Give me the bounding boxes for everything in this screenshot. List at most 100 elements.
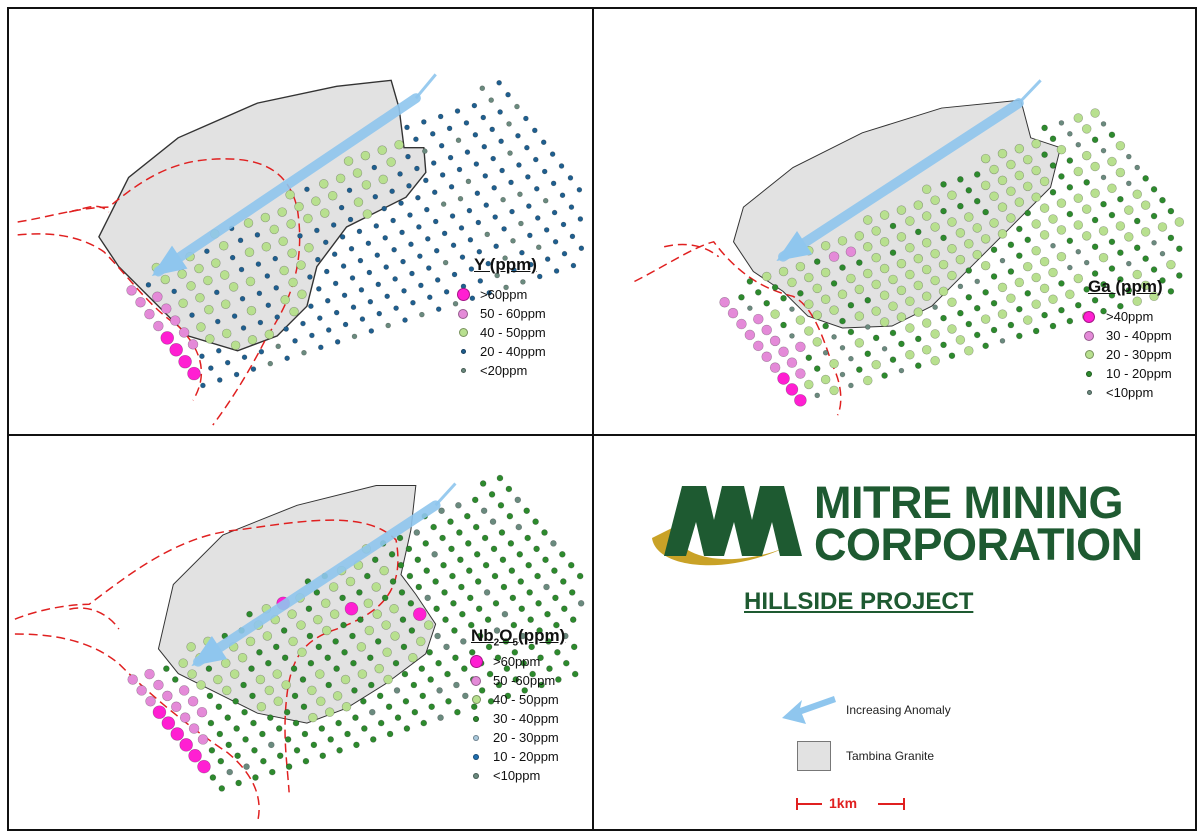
sample-point: [964, 239, 974, 249]
ga-legend-items: >40ppm 30 - 40ppm 20 - 30ppm 10 - 20ppm <10p…: [1078, 307, 1172, 402]
sample-point: [421, 119, 427, 125]
sample-point: [812, 283, 822, 294]
sample-point: [972, 223, 982, 233]
sample-point: [187, 669, 197, 679]
sample-point: [1066, 237, 1074, 245]
sample-point: [369, 708, 376, 716]
sample-point: [194, 263, 204, 274]
sample-point: [434, 632, 441, 640]
sample-point: [255, 261, 262, 267]
sample-point: [376, 692, 384, 700]
company-logo: MITRE MINING CORPORATION: [644, 476, 1164, 576]
sample-point: [896, 232, 907, 242]
sample-point: [461, 665, 468, 672]
sample-point: [501, 226, 507, 232]
ga-map-panel: Ga (ppm) >40ppm 30 - 40ppm 20 - 30ppm 10 - …: [592, 7, 1197, 436]
sample-point: [839, 264, 846, 271]
sample-point: [1132, 189, 1142, 200]
sample-point: [872, 334, 880, 342]
sample-point: [334, 339, 341, 345]
sample-point: [377, 145, 387, 155]
sample-point: [471, 102, 478, 109]
sample-point: [269, 224, 280, 235]
sample-point: [490, 155, 496, 162]
sample-point: [1159, 196, 1166, 204]
sample-point: [244, 247, 255, 257]
sample-point: [532, 518, 539, 525]
sample-point: [1091, 243, 1099, 251]
sample-point: [1075, 141, 1082, 148]
sample-point: [237, 652, 248, 663]
sample-point: [386, 730, 394, 738]
legend-swatch: [1086, 370, 1092, 377]
sample-point: [552, 239, 559, 245]
sample-point: [854, 231, 865, 241]
sample-point: [769, 362, 781, 373]
sample-point: [216, 730, 224, 738]
sample-point: [829, 385, 839, 396]
sample-point: [374, 252, 381, 258]
sample-point: [416, 224, 422, 230]
sample-point: [505, 485, 513, 493]
sample-point: [1058, 120, 1065, 126]
sample-point: [392, 276, 398, 282]
sample-point: [521, 687, 528, 694]
sample-point: [160, 331, 174, 345]
sample-point: [569, 616, 577, 623]
sample-point: [1117, 276, 1124, 283]
sample-point: [551, 567, 558, 574]
sample-point: [394, 139, 404, 150]
sample-point: [233, 371, 240, 378]
sample-point: [233, 725, 240, 732]
sample-point: [1058, 306, 1065, 314]
sample-point: [457, 195, 464, 202]
sample-point: [447, 154, 454, 161]
sample-point: [204, 304, 214, 315]
contact-boundary-line: [14, 519, 399, 793]
sample-point: [1039, 230, 1050, 240]
ga-legend-title: Ga (ppm): [1088, 277, 1163, 296]
sample-point: [1176, 272, 1183, 279]
sample-point: [523, 507, 530, 515]
sample-point: [1083, 286, 1090, 293]
sample-point: [822, 349, 829, 356]
sample-point: [1016, 225, 1023, 233]
sample-point: [888, 274, 898, 285]
sample-point: [1140, 200, 1151, 210]
sample-point: [549, 151, 556, 157]
sample-point: [568, 204, 575, 210]
sample-point: [822, 322, 829, 330]
sample-point: [570, 643, 578, 651]
sample-point: [218, 785, 226, 792]
sample-point: [771, 284, 779, 291]
sample-point: [187, 366, 201, 381]
sample-point: [571, 670, 579, 678]
sample-point: [480, 114, 487, 121]
sample-point: [494, 654, 502, 662]
sample-point: [537, 654, 544, 662]
sample-point: [930, 222, 940, 232]
sample-point: [1150, 212, 1158, 220]
sample-point: [476, 248, 483, 255]
sample-point: [497, 502, 505, 509]
sample-point: [577, 216, 584, 222]
sample-point: [847, 301, 855, 309]
sample-point: [913, 307, 924, 317]
sample-point: [1024, 209, 1032, 217]
legend-swatch: [473, 715, 479, 722]
sample-point: [1100, 174, 1107, 181]
sample-point: [211, 258, 221, 268]
sample-point: [394, 714, 402, 721]
sample-point: [921, 345, 932, 355]
sample-point: [371, 556, 379, 564]
legend-label: 30 - 40ppm: [493, 711, 559, 727]
sample-point: [795, 261, 806, 272]
company-name: MITRE MINING CORPORATION: [814, 480, 1143, 567]
sample-point: [820, 241, 831, 251]
sample-point: [482, 561, 490, 569]
sample-point: [415, 194, 421, 201]
sample-point: [267, 360, 274, 367]
sample-point: [989, 191, 999, 201]
nb2o5-map-panel: Nb2O5(ppm) >60ppm 50 -60ppm 40 - 50ppm 30 -…: [7, 434, 594, 831]
sample-point: [381, 620, 391, 630]
